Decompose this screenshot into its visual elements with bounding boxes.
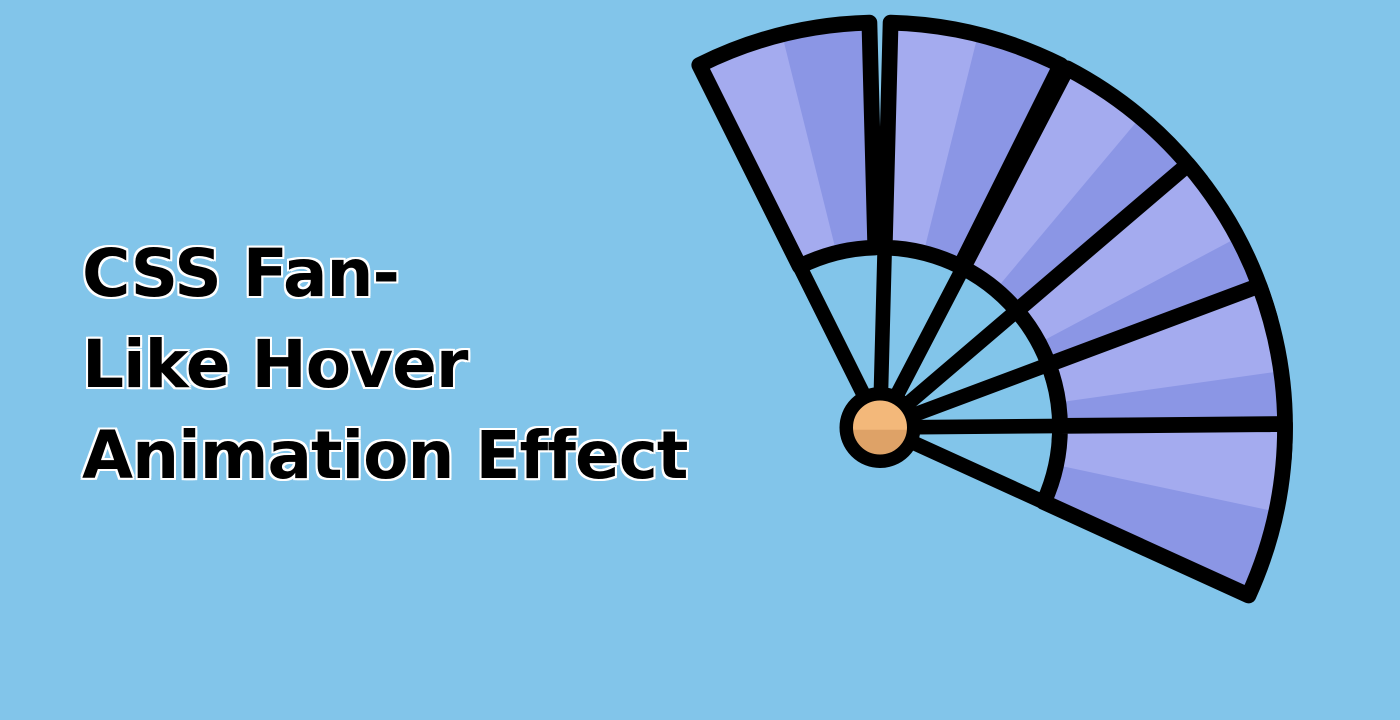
title-line-2: Like Hover — [82, 326, 468, 403]
hand-fan-icon — [691, 14, 1293, 604]
page-title: CSS Fan- Like Hover Animation Effect — [82, 228, 688, 501]
fan-blade — [876, 14, 1069, 275]
fan-blades — [691, 14, 1293, 604]
fan-hub — [839, 387, 921, 468]
fan-blade — [1035, 416, 1293, 604]
title-line-3: Animation Effect — [82, 417, 688, 494]
fan-blade — [691, 14, 884, 275]
title-line-1: CSS Fan- — [82, 235, 400, 312]
